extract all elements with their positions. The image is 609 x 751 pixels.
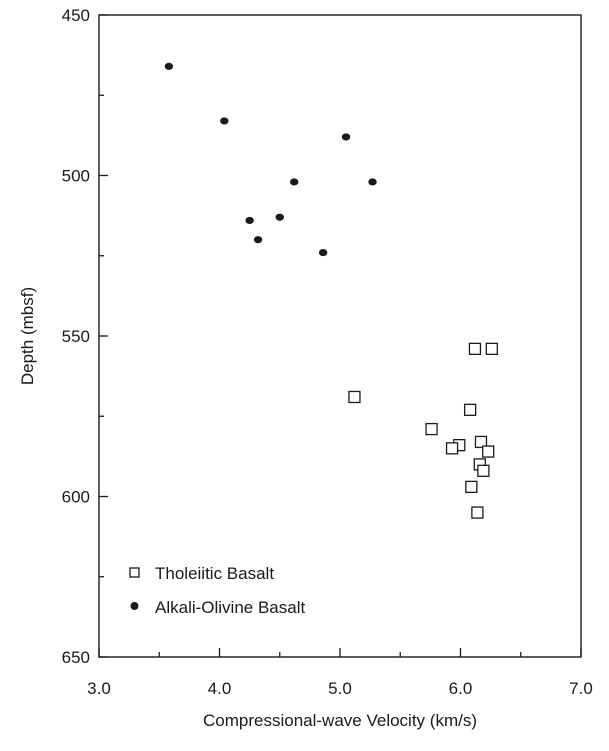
y-tick-label: 450 (62, 6, 90, 25)
legend-marker-alkali (130, 602, 139, 610)
x-tick-label: 3.0 (87, 679, 111, 698)
x-tick-label: 7.0 (569, 679, 593, 698)
tholeiitic-basalt-point (482, 445, 495, 458)
legend-label-alkali: Alkali-Olivine Basalt (155, 598, 305, 617)
alkali-olivine-basalt-point (220, 117, 229, 125)
y-tick-label: 500 (62, 167, 90, 186)
legend-label-tholeiitic: Tholeiitic Basalt (155, 564, 274, 583)
tholeiitic-basalt-point (474, 435, 488, 449)
alkali-olivine-basalt-point (253, 236, 263, 244)
y-axis-title: Depth (mbsf) (18, 287, 37, 385)
y-tick-label: 650 (62, 648, 90, 667)
x-tick-label: 5.0 (328, 679, 352, 698)
tholeiitic-basalt-point (468, 342, 482, 355)
alkali-olivine-basalt-point (318, 248, 328, 257)
legend-marker-tholeiitic (129, 567, 140, 578)
y-tick-label: 550 (62, 327, 90, 346)
x-axis-ticks: 3.0 4.0 5.0 6.0 7.0 (87, 648, 593, 698)
x-tick-label: 4.0 (208, 679, 232, 698)
alkali-olivine-basalt-point (164, 62, 174, 70)
y-axis-ticks: 450 500 550 600 650 (62, 6, 108, 667)
tholeiitic-basalt-point (348, 390, 361, 404)
tholeiitic-basalt-point (445, 442, 459, 455)
tholeiitic-basalt-point (465, 480, 478, 494)
x-axis-title: Compressional-wave Velocity (km/s) (203, 711, 477, 730)
alkali-olivine-basalt-point (245, 216, 254, 225)
tholeiitic-basalt-point (477, 464, 490, 477)
tholeiitic-basalt-point (485, 342, 498, 355)
plot-frame (98, 14, 582, 658)
data-points (164, 62, 498, 519)
alkali-olivine-basalt-point (368, 178, 377, 186)
tholeiitic-basalt-point (463, 403, 477, 416)
x-tick-label: 6.0 (449, 679, 473, 698)
alkali-olivine-basalt-point (275, 213, 284, 221)
tholeiitic-basalt-point (425, 422, 438, 436)
alkali-olivine-basalt-point (341, 133, 351, 141)
tholeiitic-basalt-point (471, 506, 484, 519)
y-tick-label: 600 (62, 488, 90, 507)
legend: Tholeiitic Basalt Alkali-Olivine Basalt (129, 564, 305, 617)
alkali-olivine-basalt-point (290, 178, 299, 186)
